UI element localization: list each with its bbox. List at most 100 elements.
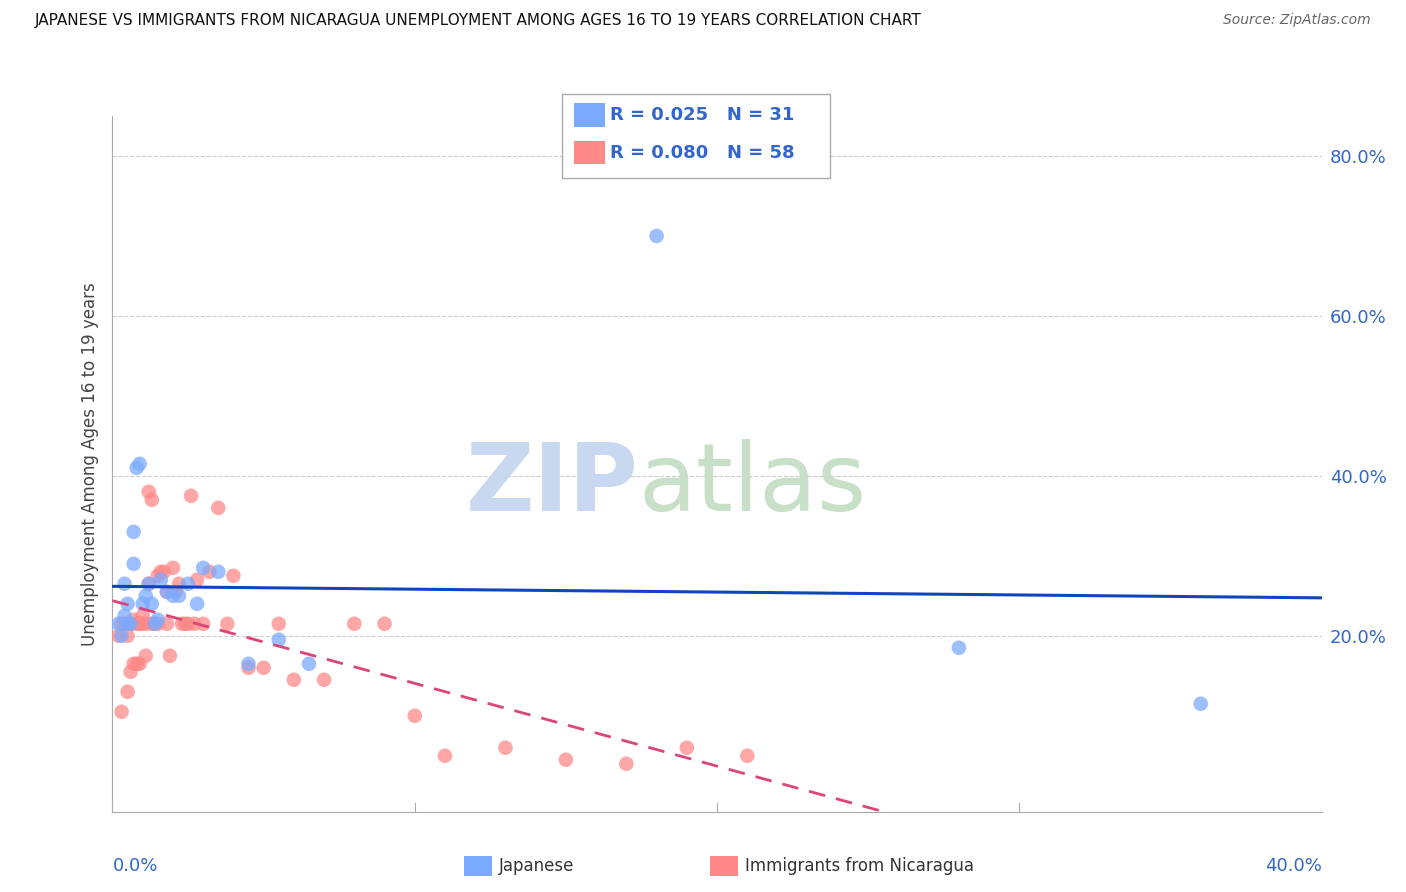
Point: [174, 616, 197, 631]
Point: [146, 613, 169, 627]
Point: [554, 753, 576, 767]
Point: [217, 616, 239, 631]
Point: [191, 561, 214, 575]
Text: Source: ZipAtlas.com: Source: ZipAtlas.com: [1223, 13, 1371, 28]
Point: [138, 576, 160, 591]
Point: [117, 629, 139, 643]
Point: [404, 708, 426, 723]
Point: [222, 569, 245, 583]
Point: [314, 673, 336, 687]
Text: atlas: atlas: [638, 439, 866, 531]
Point: [253, 661, 276, 675]
Point: [183, 616, 205, 631]
Point: [186, 597, 208, 611]
Y-axis label: Unemployment Among Ages 16 to 19 years: Unemployment Among Ages 16 to 19 years: [80, 282, 98, 646]
Point: [433, 748, 456, 763]
Point: [616, 756, 638, 771]
Point: [170, 616, 193, 631]
Point: [495, 740, 517, 755]
Point: [128, 457, 150, 471]
Point: [122, 613, 145, 627]
Point: [177, 616, 200, 631]
Point: [207, 565, 229, 579]
Point: [207, 500, 229, 515]
Point: [110, 616, 132, 631]
Point: [153, 565, 176, 579]
Point: [1189, 697, 1212, 711]
Point: [948, 640, 970, 655]
Point: [141, 492, 163, 507]
Point: [128, 616, 150, 631]
Point: [122, 524, 145, 539]
Point: [132, 597, 155, 611]
Point: [138, 576, 160, 591]
Point: [675, 740, 697, 755]
Point: [107, 629, 129, 643]
Point: [143, 616, 166, 631]
Text: R = 0.025   N = 31: R = 0.025 N = 31: [610, 106, 794, 124]
Point: [149, 565, 172, 579]
Text: ZIP: ZIP: [465, 439, 638, 531]
Point: [177, 576, 200, 591]
Point: [146, 569, 169, 583]
Point: [120, 616, 142, 631]
Point: [645, 228, 668, 243]
Point: [110, 629, 132, 643]
Point: [162, 589, 184, 603]
Point: [180, 489, 202, 503]
Text: 40.0%: 40.0%: [1265, 857, 1322, 875]
Point: [146, 616, 169, 631]
Point: [114, 576, 136, 591]
Point: [107, 616, 129, 631]
Point: [122, 657, 145, 671]
Point: [737, 748, 759, 763]
Point: [141, 597, 163, 611]
Point: [138, 484, 160, 499]
Point: [135, 616, 157, 631]
Point: [120, 616, 142, 631]
Point: [132, 616, 155, 631]
Point: [167, 589, 190, 603]
Point: [167, 576, 190, 591]
Point: [159, 648, 181, 663]
Point: [374, 616, 396, 631]
Point: [141, 616, 163, 631]
Point: [117, 685, 139, 699]
Text: Japanese: Japanese: [499, 857, 575, 875]
Point: [125, 657, 148, 671]
Point: [267, 616, 290, 631]
Point: [238, 657, 260, 671]
Point: [298, 657, 321, 671]
Point: [283, 673, 305, 687]
Point: [117, 616, 139, 631]
Point: [117, 597, 139, 611]
Point: [114, 608, 136, 623]
Point: [132, 608, 155, 623]
Point: [143, 616, 166, 631]
Point: [343, 616, 366, 631]
Point: [120, 665, 142, 679]
Point: [238, 661, 260, 675]
Point: [156, 616, 179, 631]
Text: Immigrants from Nicaragua: Immigrants from Nicaragua: [745, 857, 974, 875]
Point: [198, 565, 221, 579]
Point: [128, 657, 150, 671]
Point: [149, 573, 172, 587]
Point: [156, 584, 179, 599]
Text: 0.0%: 0.0%: [112, 857, 157, 875]
Point: [267, 632, 290, 647]
Point: [110, 705, 132, 719]
Text: JAPANESE VS IMMIGRANTS FROM NICARAGUA UNEMPLOYMENT AMONG AGES 16 TO 19 YEARS COR: JAPANESE VS IMMIGRANTS FROM NICARAGUA UN…: [35, 13, 922, 29]
Point: [162, 561, 184, 575]
Point: [125, 616, 148, 631]
Point: [122, 557, 145, 571]
Point: [191, 616, 214, 631]
Point: [156, 584, 179, 599]
Point: [186, 573, 208, 587]
Point: [135, 648, 157, 663]
Point: [114, 616, 136, 631]
Point: [165, 584, 187, 599]
Text: R = 0.080   N = 58: R = 0.080 N = 58: [610, 144, 794, 161]
Point: [125, 460, 148, 475]
Point: [135, 589, 157, 603]
